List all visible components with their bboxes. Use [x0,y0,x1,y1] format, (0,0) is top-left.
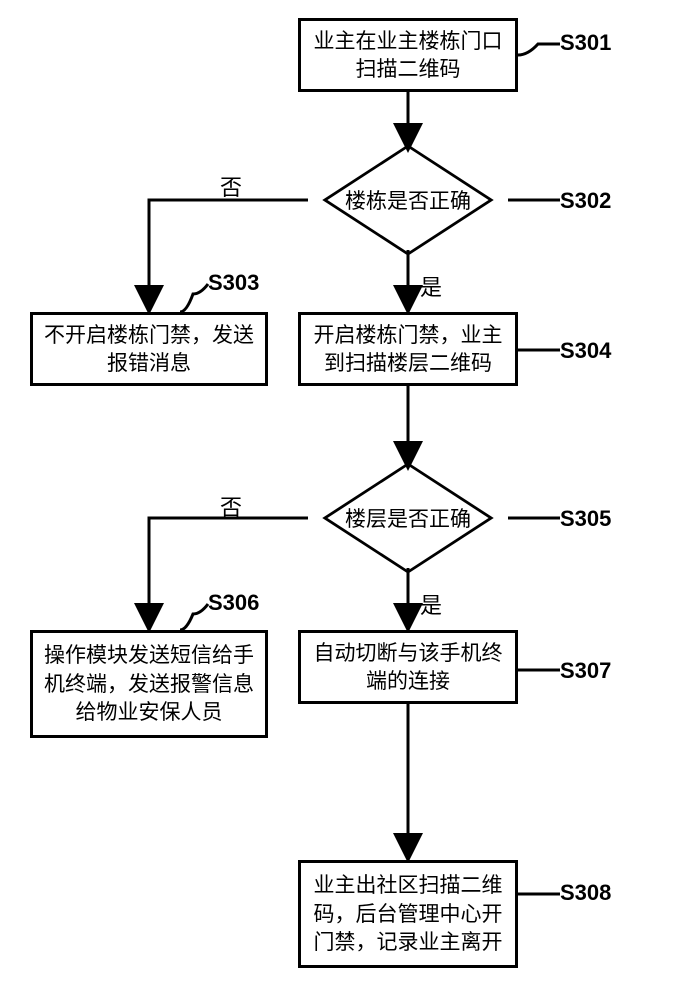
tag-s304: S304 [560,338,611,364]
edge-label-yes2-text: 是 [420,593,442,618]
tag-s302-text: S302 [560,188,611,213]
tag-s303-text: S303 [208,270,259,295]
node-s306: 操作模块发送短信给手机终端，发送报警信息给物业安保人员 [30,630,268,738]
node-s307: 自动切断与该手机终端的连接 [298,630,518,704]
tag-s307-text: S307 [560,658,611,683]
tag-s303: S303 [208,270,259,296]
node-s308: 业主出社区扫描二维码，后台管理中心开门禁，记录业主离开 [298,860,518,968]
node-s303-label: 不开启楼栋门禁，发送报错消息 [43,321,255,378]
edge-label-no1-text: 否 [220,175,242,200]
tag-s306: S306 [208,590,259,616]
tag-s301: S301 [560,30,611,56]
tag-s301-text: S301 [560,30,611,55]
tag-s308-text: S308 [560,880,611,905]
node-s302-shape [322,144,493,255]
node-s304: 开启楼栋门禁，业主到扫描楼层二维码 [298,312,518,386]
tag-s305: S305 [560,506,611,532]
node-s306-label: 操作模块发送短信给手机终端，发送报警信息给物业安保人员 [43,641,255,726]
node-s303: 不开启楼栋门禁，发送报错消息 [30,312,268,386]
tag-s305-text: S305 [560,506,611,531]
node-s308-label: 业主出社区扫描二维码，后台管理中心开门禁，记录业主离开 [311,871,505,956]
edge-label-yes2: 是 [420,588,442,620]
edge-label-yes1: 是 [420,270,442,302]
flowchart-canvas: 业主在业主楼栋门口扫描二维码 不开启楼栋门禁，发送报错消息 开启楼栋门禁，业主到… [0,0,695,1000]
tag-s308: S308 [560,880,611,906]
tag-s304-text: S304 [560,338,611,363]
node-s301: 业主在业主楼栋门口扫描二维码 [298,18,518,92]
edge-label-no1: 否 [220,170,242,202]
tag-s302: S302 [560,188,611,214]
node-s301-label: 业主在业主楼栋门口扫描二维码 [311,27,505,84]
node-s307-label: 自动切断与该手机终端的连接 [311,639,505,696]
node-s305-shape [322,462,493,573]
edge-label-no2-text: 否 [220,495,242,520]
tag-s307: S307 [560,658,611,684]
edge-label-no2: 否 [220,490,242,522]
tag-s306-text: S306 [208,590,259,615]
node-s304-label: 开启楼栋门禁，业主到扫描楼层二维码 [311,321,505,378]
edge-label-yes1-text: 是 [420,275,442,300]
